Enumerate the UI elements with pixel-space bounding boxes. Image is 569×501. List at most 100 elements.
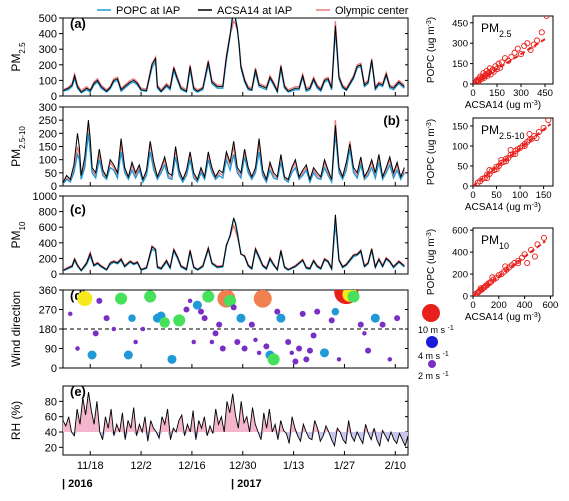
y-tick-label: 200 — [39, 253, 57, 265]
scatter-point — [508, 53, 515, 60]
scatter-point — [502, 263, 509, 270]
scatter-point — [489, 274, 496, 281]
rh-above-fill — [63, 392, 408, 432]
scatter-x-label-tail: ) — [538, 100, 541, 111]
y-tick-label: 1000 — [33, 191, 57, 203]
wind-point — [133, 339, 138, 345]
wind-point — [68, 311, 73, 317]
wind-point — [256, 350, 262, 356]
y-tick-label: 40 — [45, 427, 57, 439]
scatter-y-tick-label: 100 — [452, 142, 468, 153]
wind-point — [296, 345, 303, 352]
scatter-x-tick-label: 0 — [470, 88, 475, 99]
wind-point — [362, 331, 367, 336]
y-tick-label: 0 — [51, 181, 57, 193]
series-line — [63, 18, 405, 95]
y-tick-label: 400 — [39, 29, 57, 41]
x-tick-label: 12/2 — [130, 460, 151, 472]
wind-point — [253, 290, 272, 308]
time-series-panels: 0100200300400500PM2.5(a)0501001502002503… — [9, 13, 454, 456]
scatter-y-label-tail: ) — [426, 229, 437, 232]
y-axis-label: PM10 — [9, 221, 27, 248]
y-tick-label: 200 — [39, 60, 57, 72]
panel-letter: (a) — [70, 16, 86, 31]
wind-point — [328, 317, 335, 324]
panel-plot-area — [63, 120, 405, 185]
y-tick-label: 800 — [39, 207, 57, 219]
wind-point — [230, 304, 237, 311]
rh-below-fill — [63, 432, 408, 446]
scatter-x-label-tail: ) — [538, 202, 541, 213]
series-line — [63, 120, 405, 184]
scatter-point — [526, 130, 533, 138]
scatter-point — [486, 279, 493, 286]
scatter-point — [486, 65, 493, 72]
wind-point — [357, 321, 364, 328]
y-tick-label: 0 — [51, 269, 57, 281]
legend-label: ACSA14 at IAP — [217, 5, 292, 17]
scatter-point — [545, 118, 552, 124]
scatter-y-tick-label: 150 — [452, 59, 468, 70]
scatter-y-tick-label: 200 — [452, 270, 468, 281]
wind-size-marker — [426, 336, 438, 348]
wind-size-label-main: 4 m s — [418, 351, 443, 361]
scatter-point — [533, 37, 541, 44]
scatter-y-label: POPC (ug m-3) — [426, 17, 438, 83]
wind-point — [75, 346, 80, 351]
x-tick-label: 12/30 — [229, 460, 257, 472]
scatter-x-label-exp: -3 — [532, 312, 538, 319]
scatter-point — [497, 64, 504, 71]
x-tick-label: 12/16 — [178, 460, 206, 472]
y-axis-label: PM2.5-10 — [9, 126, 27, 167]
scatter-point — [493, 65, 501, 73]
scatter-fit-line — [473, 123, 552, 186]
wind-point — [274, 308, 281, 315]
y-tick-label: 360 — [39, 285, 57, 297]
panel-plot-area — [63, 290, 408, 366]
series-line — [63, 133, 405, 185]
wind-point — [267, 353, 280, 366]
scatter-y-label-tail: ) — [426, 119, 437, 122]
rh-line — [63, 392, 408, 448]
scatter-point — [498, 59, 505, 66]
wind-point — [310, 332, 317, 339]
wind-point — [370, 313, 380, 323]
y-tick-label: 50 — [45, 168, 57, 180]
y-tick-label: 180 — [39, 324, 57, 336]
wind-point — [387, 357, 393, 362]
y-axis-label-sub: 10 — [18, 221, 27, 230]
scatter-point — [524, 40, 531, 47]
wind-point — [365, 347, 372, 354]
scatter-x-tick-label: 300 — [513, 88, 529, 99]
wind-point — [299, 310, 306, 317]
scatter-point — [517, 51, 525, 58]
wind-point — [314, 308, 321, 315]
y-tick-label: 90 — [45, 344, 57, 356]
series-line — [63, 217, 405, 272]
scatter-x-label-tail: ) — [538, 312, 541, 323]
wind-point — [77, 291, 93, 307]
scatter-y-label-main: POPC (ug m — [426, 128, 437, 185]
scatter-point — [521, 42, 528, 49]
panel-c: 0 200 400 600 800 1000 PM10 (c) — [9, 191, 409, 281]
wind-point — [87, 350, 97, 360]
wind-point — [183, 306, 190, 313]
y-tick-label: 0 — [51, 91, 57, 103]
y-tick-label: 200 — [39, 128, 57, 140]
wind-point — [167, 354, 177, 364]
legend-label: Olympic center — [335, 5, 409, 17]
y-axis-label: RH (%) — [9, 401, 23, 440]
wind-point — [276, 313, 286, 323]
scatter-point — [501, 55, 509, 62]
wind-size-legend: 10 m s -14 m s -12 m s -1 — [418, 304, 454, 381]
wind-size-label: 10 m s -1 — [418, 325, 454, 336]
wind-point — [236, 313, 246, 323]
scatter-y-tick-label: 600 — [452, 226, 468, 237]
wind-point — [192, 300, 202, 310]
wind-point — [253, 337, 258, 343]
y-tick-label: 0 — [51, 363, 57, 375]
